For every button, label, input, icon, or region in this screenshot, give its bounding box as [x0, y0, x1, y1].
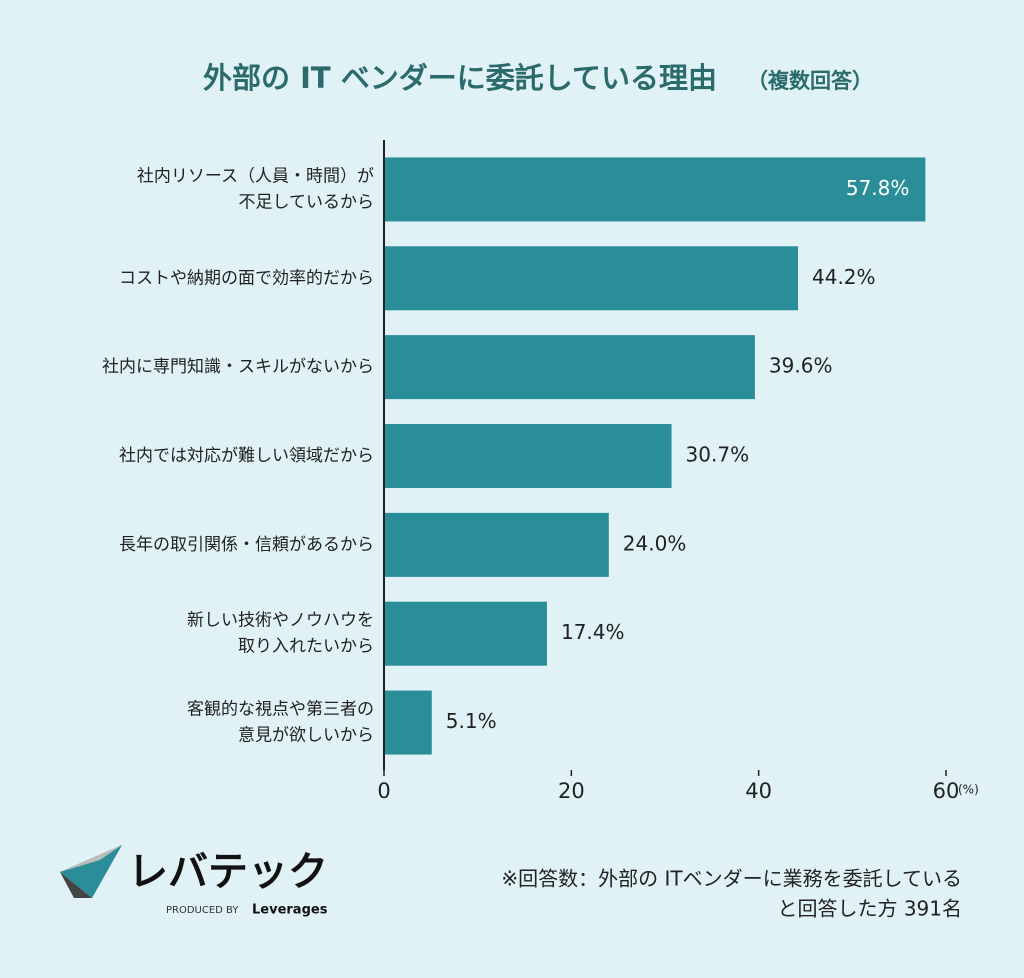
y-tick-label: コストや納期の面で効率的だから — [119, 268, 374, 288]
chart-subtitle: （複数回答） — [747, 69, 873, 93]
bar — [384, 601, 547, 666]
value-label: 39.6% — [769, 354, 833, 378]
logo-company: Leverages — [252, 903, 328, 918]
y-tick-label: 客観的な視点や第三者の — [187, 700, 374, 720]
x-unit: (%) — [958, 783, 979, 797]
bar — [384, 157, 926, 222]
y-tick-label: 社内では対応が難しい領域だから — [119, 446, 374, 466]
logo-produced-by: PRODUCED BY — [166, 905, 239, 916]
x-tick-label: 40 — [745, 779, 772, 803]
value-label: 24.0% — [623, 531, 687, 555]
bar — [384, 246, 799, 311]
note: と回答した方 391名 — [777, 897, 962, 921]
logo-name: レバテック — [128, 849, 328, 895]
y-tick-label: 長年の取引関係・信頼があるから — [119, 535, 374, 555]
y-tick-label: 取り入れたいから — [238, 637, 374, 657]
logo-mark — [60, 845, 122, 898]
logo-mark — [60, 845, 122, 872]
x-tick-label: 60 — [933, 779, 960, 803]
logo: レバテック PRODUCED BY Leverages — [60, 845, 328, 918]
bar — [384, 690, 432, 755]
y-tick-label: 社内に専門知識・スキルがないから — [102, 357, 374, 377]
chart-title: 外部の IT ベンダーに委託している理由 — [203, 61, 717, 95]
value-label: 30.7% — [686, 443, 750, 467]
y-tick-label: 新しい技術やノウハウを — [187, 611, 374, 631]
logo-mark — [60, 872, 92, 898]
value-label: 57.8% — [846, 176, 910, 200]
bar — [384, 335, 755, 400]
y-tick-label: 不足しているから — [239, 192, 375, 212]
value-label: 44.2% — [812, 265, 876, 289]
bar — [384, 512, 609, 577]
bar — [384, 424, 672, 488]
x-tick-label: 20 — [558, 779, 585, 803]
x-tick-label: 0 — [377, 779, 390, 803]
y-tick-label: 意見が欲しいから — [238, 726, 374, 746]
value-label: 5.1% — [446, 709, 497, 733]
y-tick-label: 社内リソース（人員・時間）が — [137, 166, 374, 186]
note: ※回答数：外部の ITベンダーに業務を委託している — [501, 867, 962, 891]
value-label: 17.4% — [561, 620, 625, 644]
